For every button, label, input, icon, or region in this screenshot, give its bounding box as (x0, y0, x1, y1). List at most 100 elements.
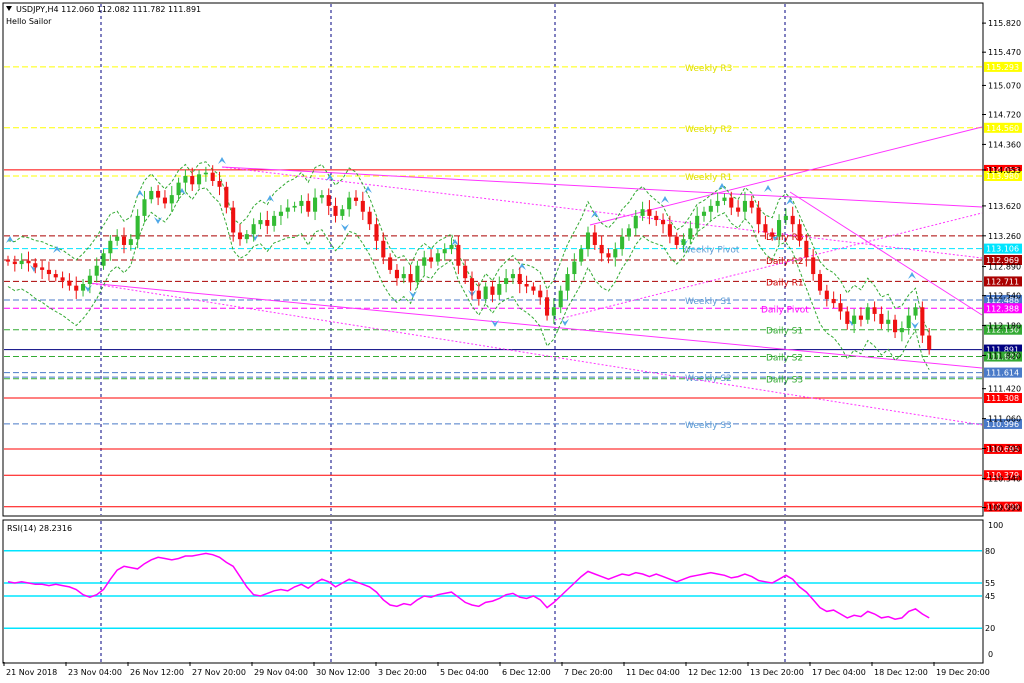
price-tag-label: 114.053 (986, 166, 1019, 175)
rsi-panel[interactable] (2, 519, 984, 664)
trend-line[interactable] (789, 191, 983, 316)
candle-body (845, 311, 850, 324)
candle-body (531, 286, 536, 291)
candle-body (469, 278, 475, 291)
price-tag (984, 61, 1022, 72)
trend-line[interactable] (87, 282, 983, 369)
x-tick-label: 11 Dec 04:00 (626, 668, 680, 677)
price-tag-label: 112.130 (986, 326, 1019, 335)
collapse-triangle-icon[interactable] (6, 6, 12, 11)
y-tick-label: 109.990 (988, 504, 1021, 513)
indicator-name: Hello Sailor (6, 17, 52, 26)
candle-body (353, 197, 359, 201)
candle-body (510, 274, 515, 279)
y-tick-label: 111.820 (988, 351, 1021, 360)
rsi-y-tick-label: 100 (988, 521, 1003, 530)
candle-body (879, 313, 884, 324)
candle-body (340, 209, 345, 216)
fractal-arrow-icon (911, 322, 919, 329)
y-tick-label: 114.053 (988, 166, 1021, 175)
candle-body (777, 220, 782, 237)
candle-body (272, 215, 277, 226)
candle-body (517, 274, 522, 285)
candle-body (313, 197, 318, 212)
fractal-arrow-icon (908, 272, 916, 279)
fractal-arrow-icon (218, 157, 226, 164)
x-tick-label: 13 Dec 20:00 (750, 668, 804, 677)
fractal-arrow-icon (409, 291, 417, 298)
candle-body (46, 269, 51, 275)
fractal-arrow-icon (591, 211, 599, 218)
price-tag-label: 111.614 (986, 369, 1019, 378)
candle-body (763, 224, 768, 233)
trend-line[interactable] (554, 212, 983, 321)
level-label: Daily S3 (766, 376, 803, 386)
fractal-arrow-icon (451, 239, 459, 246)
candle-body (442, 249, 447, 254)
y-tick-label: 111.420 (988, 385, 1021, 394)
candle-body (654, 215, 659, 221)
candle-body (831, 298, 836, 304)
candle-body (224, 186, 229, 208)
candle-body (135, 215, 140, 240)
price-tag-label: 110.379 (986, 471, 1019, 480)
candle-body (435, 253, 440, 262)
candle-body (620, 236, 625, 250)
candle-body (872, 307, 877, 314)
candle-body (74, 285, 79, 291)
y-tick-label: 112.540 (988, 292, 1021, 301)
candle-body (53, 274, 58, 278)
x-tick-label: 29 Nov 04:00 (254, 668, 308, 677)
x-tick-label: 30 Nov 12:00 (316, 668, 370, 677)
rsi-level-label: 80 (985, 547, 995, 556)
trend-line[interactable] (87, 282, 983, 426)
candle-body (394, 269, 399, 279)
price-tag (984, 324, 1022, 335)
price-panel[interactable] (2, 2, 984, 517)
fractal-arrow-icon (718, 183, 726, 190)
candle-body (661, 220, 666, 225)
candle-body (333, 205, 338, 216)
price-tag (984, 501, 1022, 512)
price-tag-label: 112.711 (986, 277, 1019, 286)
candle-body (292, 205, 297, 208)
trend-line[interactable] (589, 126, 983, 226)
level-label: Daily Pivot (761, 305, 809, 315)
candle-body (483, 286, 488, 299)
candle-body (197, 174, 202, 185)
fractal-arrow-icon (364, 186, 372, 193)
fractal-arrow-icon (326, 174, 334, 181)
candle-body (749, 200, 754, 208)
price-tag (984, 418, 1022, 429)
fractal-arrow-icon (341, 224, 349, 231)
trend-line[interactable] (221, 166, 983, 259)
candle-body (736, 207, 741, 212)
trend-line[interactable] (221, 166, 983, 208)
price-tag-label: 112.388 (986, 304, 1019, 313)
candle-body (558, 290, 563, 308)
price-tag (984, 344, 1022, 355)
candle-body (149, 190, 154, 200)
price-tag (984, 367, 1022, 378)
rsi-level-label: 45 (985, 592, 995, 601)
candle-body (824, 290, 829, 299)
candle-body (572, 261, 577, 275)
candle-body (865, 307, 870, 320)
candle-body (524, 284, 529, 287)
candle-body (128, 239, 133, 245)
y-tick-label: 115.820 (988, 19, 1021, 28)
candle-body (463, 265, 468, 279)
x-tick-label: 6 Dec 12:00 (502, 668, 551, 677)
envelope-lower (7, 187, 930, 370)
candle-body (886, 319, 891, 324)
price-tag (984, 351, 1022, 362)
level-label: Daily S1 (766, 327, 803, 337)
rsi-y-tick-label: 0 (988, 650, 993, 659)
candle-body (360, 200, 365, 212)
candle-body (920, 307, 925, 336)
candle-body (415, 265, 420, 283)
candle-body (162, 197, 167, 204)
candle-body (176, 182, 181, 196)
candle-body (422, 257, 427, 266)
